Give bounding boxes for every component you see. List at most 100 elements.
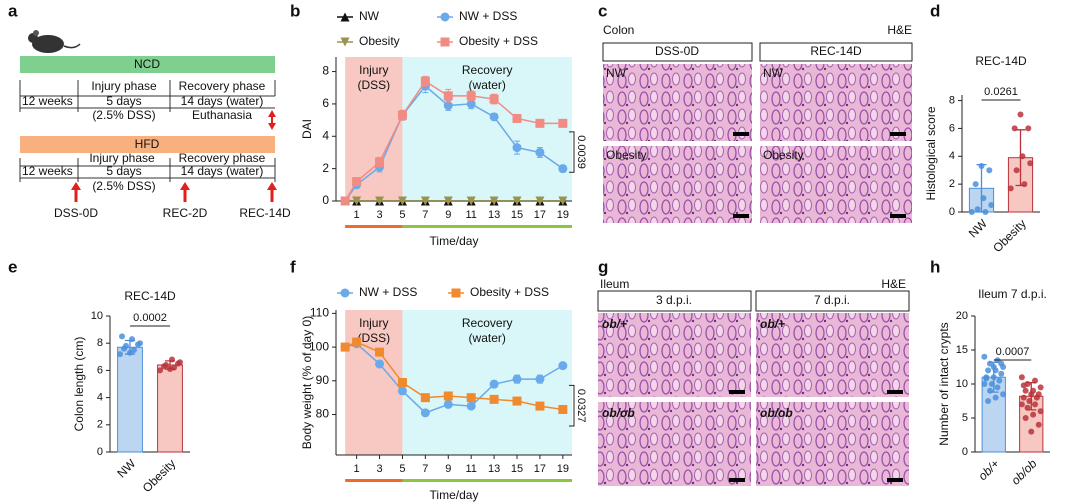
panel-label: d bbox=[930, 1, 940, 20]
marker bbox=[340, 342, 350, 352]
marker bbox=[420, 393, 430, 403]
marker bbox=[535, 374, 545, 384]
data-point bbox=[1030, 411, 1037, 418]
phase-label: Injury bbox=[359, 316, 388, 330]
x-tick-label: 5 bbox=[399, 463, 405, 475]
diagram-text: (2.5% DSS) bbox=[92, 108, 155, 122]
y-tick-label: 80 bbox=[316, 407, 330, 421]
marker bbox=[466, 196, 476, 206]
x-tick-label: 3 bbox=[376, 463, 382, 475]
x-tick-label: NW bbox=[114, 456, 139, 481]
y-tick-label: 0 bbox=[97, 446, 103, 458]
stain-label: H&E bbox=[887, 23, 912, 37]
data-point bbox=[1024, 404, 1031, 411]
panel-label: c bbox=[598, 1, 607, 20]
diagram-text: 12 weeks bbox=[22, 164, 73, 178]
marker bbox=[558, 118, 568, 128]
marker bbox=[375, 359, 385, 369]
marker bbox=[489, 394, 499, 404]
y-tick-label: 5 bbox=[962, 412, 968, 424]
arrow bbox=[268, 110, 276, 130]
marker bbox=[397, 386, 407, 396]
data-point bbox=[1026, 398, 1033, 404]
y-axis-label: Number of intact crypts bbox=[937, 322, 951, 445]
phase-label: (water) bbox=[469, 331, 506, 345]
marker bbox=[535, 147, 545, 157]
data-point bbox=[1033, 394, 1040, 401]
marker bbox=[535, 196, 545, 206]
x-tick-label: 7 bbox=[422, 209, 428, 221]
histology-image bbox=[603, 64, 752, 141]
phase-strip bbox=[345, 479, 403, 482]
marker bbox=[466, 401, 476, 411]
row-label: NW bbox=[763, 66, 784, 80]
p-value: 0.0002 bbox=[133, 312, 167, 324]
significance-bracket bbox=[569, 384, 575, 427]
marker bbox=[352, 196, 362, 206]
marker bbox=[340, 196, 350, 206]
marker bbox=[466, 393, 476, 403]
marker bbox=[535, 401, 545, 411]
histology-image bbox=[756, 313, 909, 397]
marker bbox=[352, 177, 362, 187]
arrows bbox=[71, 182, 277, 202]
data-point bbox=[1032, 377, 1038, 384]
y-tick-label: 8 bbox=[322, 64, 329, 78]
y-tick-label: 6 bbox=[97, 364, 103, 376]
y-axis-label: Colon length (cm) bbox=[72, 337, 86, 432]
marker bbox=[558, 196, 568, 206]
bar bbox=[157, 364, 183, 453]
column-label: DSS-0D bbox=[655, 44, 699, 58]
marker bbox=[340, 288, 350, 298]
y-tick-label: 4 bbox=[97, 392, 103, 404]
x-tick-label: 11 bbox=[465, 463, 476, 475]
x-tick-label: ob/ob bbox=[1008, 456, 1039, 487]
data-point bbox=[1028, 391, 1035, 398]
marker bbox=[443, 391, 453, 401]
data-point bbox=[982, 209, 989, 215]
phase-label: Recovery bbox=[462, 316, 513, 330]
row-label: Obesity bbox=[606, 148, 647, 162]
marker bbox=[440, 37, 450, 47]
marker bbox=[375, 157, 385, 167]
phase-strip bbox=[402, 479, 572, 482]
data-point bbox=[121, 345, 127, 352]
marker bbox=[512, 143, 522, 153]
data-point bbox=[968, 209, 975, 215]
marker bbox=[397, 110, 407, 120]
diagram-text: 5 days bbox=[106, 164, 141, 178]
histology-image bbox=[760, 64, 912, 141]
diagram-text: NCD bbox=[134, 57, 160, 71]
data-point bbox=[981, 381, 988, 387]
significance-bracket bbox=[569, 131, 575, 173]
diagram-text: Euthanasia bbox=[192, 108, 252, 122]
column-label: 3 d.p.i. bbox=[656, 293, 692, 307]
data-point bbox=[974, 206, 981, 213]
data-point bbox=[998, 360, 1005, 367]
data-point bbox=[1021, 181, 1028, 188]
y-tick-label: 8 bbox=[949, 94, 955, 106]
data-point bbox=[127, 349, 133, 356]
diagram-text: 12 weeks bbox=[22, 94, 73, 108]
data-point bbox=[972, 181, 979, 188]
data-point bbox=[1027, 160, 1034, 167]
data-point bbox=[135, 341, 141, 348]
panel-label: f bbox=[290, 257, 296, 276]
marker bbox=[397, 378, 407, 387]
data-point bbox=[1022, 415, 1029, 421]
data-point bbox=[167, 366, 173, 373]
data-point bbox=[161, 363, 167, 370]
row-label: ob/+ bbox=[760, 317, 785, 331]
y-axis-label: Body weight (% of day 0) bbox=[300, 316, 314, 449]
marker bbox=[489, 94, 499, 104]
data-point bbox=[985, 367, 992, 374]
diagram-text: Recovery phase bbox=[179, 79, 266, 93]
marker bbox=[420, 196, 430, 206]
diagram-text: (2.5% DSS) bbox=[92, 179, 155, 193]
row-label: ob/ob bbox=[602, 406, 635, 420]
data-point bbox=[998, 370, 1005, 377]
marker bbox=[340, 37, 350, 47]
data-point bbox=[1022, 387, 1029, 394]
tissue-label: Ileum bbox=[600, 277, 629, 291]
data-point bbox=[985, 398, 992, 404]
